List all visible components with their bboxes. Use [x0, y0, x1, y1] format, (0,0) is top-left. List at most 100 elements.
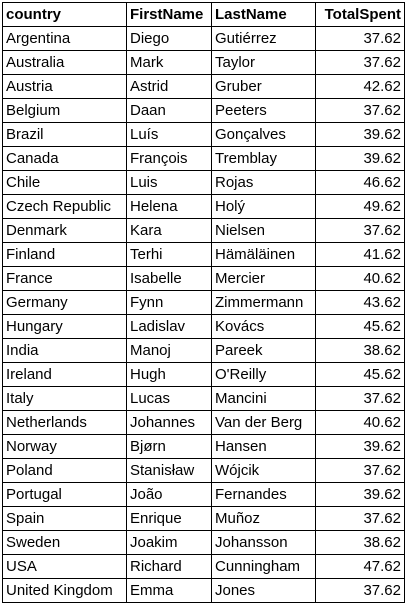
cell-last-name[interactable]: Gruber [211, 74, 316, 99]
cell-first-name[interactable]: Bjørn [126, 434, 212, 459]
cell-first-name[interactable]: Stanisław [126, 458, 212, 483]
cell-total-spent[interactable]: 45.62 [315, 314, 405, 339]
cell-last-name[interactable]: Taylor [211, 50, 316, 75]
cell-country[interactable]: Ireland [2, 362, 127, 387]
cell-country[interactable]: United Kingdom [2, 578, 127, 603]
cell-total-spent[interactable]: 49.62 [315, 194, 405, 219]
cell-country[interactable]: Italy [2, 386, 127, 411]
cell-first-name[interactable]: Ladislav [126, 314, 212, 339]
header-first-name[interactable]: FirstName [126, 2, 212, 27]
cell-first-name[interactable]: François [126, 146, 212, 171]
cell-last-name[interactable]: Tremblay [211, 146, 316, 171]
cell-total-spent[interactable]: 42.62 [315, 74, 405, 99]
cell-country[interactable]: India [2, 338, 127, 363]
cell-country[interactable]: Australia [2, 50, 127, 75]
cell-total-spent[interactable]: 38.62 [315, 338, 405, 363]
cell-last-name[interactable]: Johansson [211, 530, 316, 555]
cell-last-name[interactable]: Hämäläinen [211, 242, 316, 267]
cell-country[interactable]: Netherlands [2, 410, 127, 435]
cell-total-spent[interactable]: 37.62 [315, 386, 405, 411]
cell-last-name[interactable]: Mercier [211, 266, 316, 291]
cell-country[interactable]: Finland [2, 242, 127, 267]
cell-total-spent[interactable]: 40.62 [315, 410, 405, 435]
cell-country[interactable]: Czech Republic [2, 194, 127, 219]
cell-last-name[interactable]: Rojas [211, 170, 316, 195]
cell-last-name[interactable]: Zimmermann [211, 290, 316, 315]
cell-last-name[interactable]: Fernandes [211, 482, 316, 507]
cell-country[interactable]: Poland [2, 458, 127, 483]
cell-total-spent[interactable]: 39.62 [315, 146, 405, 171]
cell-last-name[interactable]: Wójcik [211, 458, 316, 483]
cell-country[interactable]: Brazil [2, 122, 127, 147]
cell-total-spent[interactable]: 39.62 [315, 434, 405, 459]
cell-first-name[interactable]: Johannes [126, 410, 212, 435]
cell-last-name[interactable]: Kovács [211, 314, 316, 339]
cell-first-name[interactable]: Mark [126, 50, 212, 75]
cell-first-name[interactable]: Lucas [126, 386, 212, 411]
cell-country[interactable]: Spain [2, 506, 127, 531]
cell-country[interactable]: Chile [2, 170, 127, 195]
cell-first-name[interactable]: Enrique [126, 506, 212, 531]
cell-last-name[interactable]: Van der Berg [211, 410, 316, 435]
cell-last-name[interactable]: Holý [211, 194, 316, 219]
cell-first-name[interactable]: Hugh [126, 362, 212, 387]
cell-first-name[interactable]: Luis [126, 170, 212, 195]
cell-total-spent[interactable]: 37.62 [315, 50, 405, 75]
cell-last-name[interactable]: Muñoz [211, 506, 316, 531]
cell-total-spent[interactable]: 38.62 [315, 530, 405, 555]
cell-country[interactable]: Austria [2, 74, 127, 99]
cell-first-name[interactable]: Daan [126, 98, 212, 123]
cell-total-spent[interactable]: 37.62 [315, 98, 405, 123]
cell-last-name[interactable]: O'Reilly [211, 362, 316, 387]
cell-total-spent[interactable]: 43.62 [315, 290, 405, 315]
cell-total-spent[interactable]: 37.62 [315, 218, 405, 243]
cell-last-name[interactable]: Mancini [211, 386, 316, 411]
cell-total-spent[interactable]: 37.62 [315, 506, 405, 531]
cell-country[interactable]: Hungary [2, 314, 127, 339]
cell-total-spent[interactable]: 41.62 [315, 242, 405, 267]
cell-country[interactable]: Portugal [2, 482, 127, 507]
cell-first-name[interactable]: Emma [126, 578, 212, 603]
cell-last-name[interactable]: Nielsen [211, 218, 316, 243]
cell-country[interactable]: Argentina [2, 26, 127, 51]
cell-total-spent[interactable]: 39.62 [315, 482, 405, 507]
cell-first-name[interactable]: João [126, 482, 212, 507]
cell-total-spent[interactable]: 39.62 [315, 122, 405, 147]
cell-last-name[interactable]: Hansen [211, 434, 316, 459]
cell-first-name[interactable]: Fynn [126, 290, 212, 315]
cell-country[interactable]: Germany [2, 290, 127, 315]
cell-first-name[interactable]: Helena [126, 194, 212, 219]
cell-first-name[interactable]: Astrid [126, 74, 212, 99]
cell-first-name[interactable]: Kara [126, 218, 212, 243]
header-country[interactable]: country [2, 2, 127, 27]
cell-last-name[interactable]: Cunningham [211, 554, 316, 579]
cell-country[interactable]: Canada [2, 146, 127, 171]
header-total-spent[interactable]: TotalSpent [315, 2, 405, 27]
cell-first-name[interactable]: Terhi [126, 242, 212, 267]
cell-country[interactable]: Sweden [2, 530, 127, 555]
cell-first-name[interactable]: Joakim [126, 530, 212, 555]
cell-first-name[interactable]: Diego [126, 26, 212, 51]
cell-country[interactable]: Norway [2, 434, 127, 459]
cell-first-name[interactable]: Luís [126, 122, 212, 147]
cell-total-spent[interactable]: 46.62 [315, 170, 405, 195]
cell-first-name[interactable]: Manoj [126, 338, 212, 363]
cell-country[interactable]: Denmark [2, 218, 127, 243]
cell-country[interactable]: Belgium [2, 98, 127, 123]
cell-total-spent[interactable]: 37.62 [315, 458, 405, 483]
cell-total-spent[interactable]: 45.62 [315, 362, 405, 387]
cell-last-name[interactable]: Pareek [211, 338, 316, 363]
cell-total-spent[interactable]: 47.62 [315, 554, 405, 579]
cell-total-spent[interactable]: 37.62 [315, 578, 405, 603]
cell-last-name[interactable]: Gutiérrez [211, 26, 316, 51]
cell-last-name[interactable]: Peeters [211, 98, 316, 123]
cell-last-name[interactable]: Gonçalves [211, 122, 316, 147]
cell-first-name[interactable]: Isabelle [126, 266, 212, 291]
cell-last-name[interactable]: Jones [211, 578, 316, 603]
cell-country[interactable]: France [2, 266, 127, 291]
cell-total-spent[interactable]: 37.62 [315, 26, 405, 51]
cell-first-name[interactable]: Richard [126, 554, 212, 579]
cell-country[interactable]: USA [2, 554, 127, 579]
cell-total-spent[interactable]: 40.62 [315, 266, 405, 291]
header-last-name[interactable]: LastName [211, 2, 316, 27]
